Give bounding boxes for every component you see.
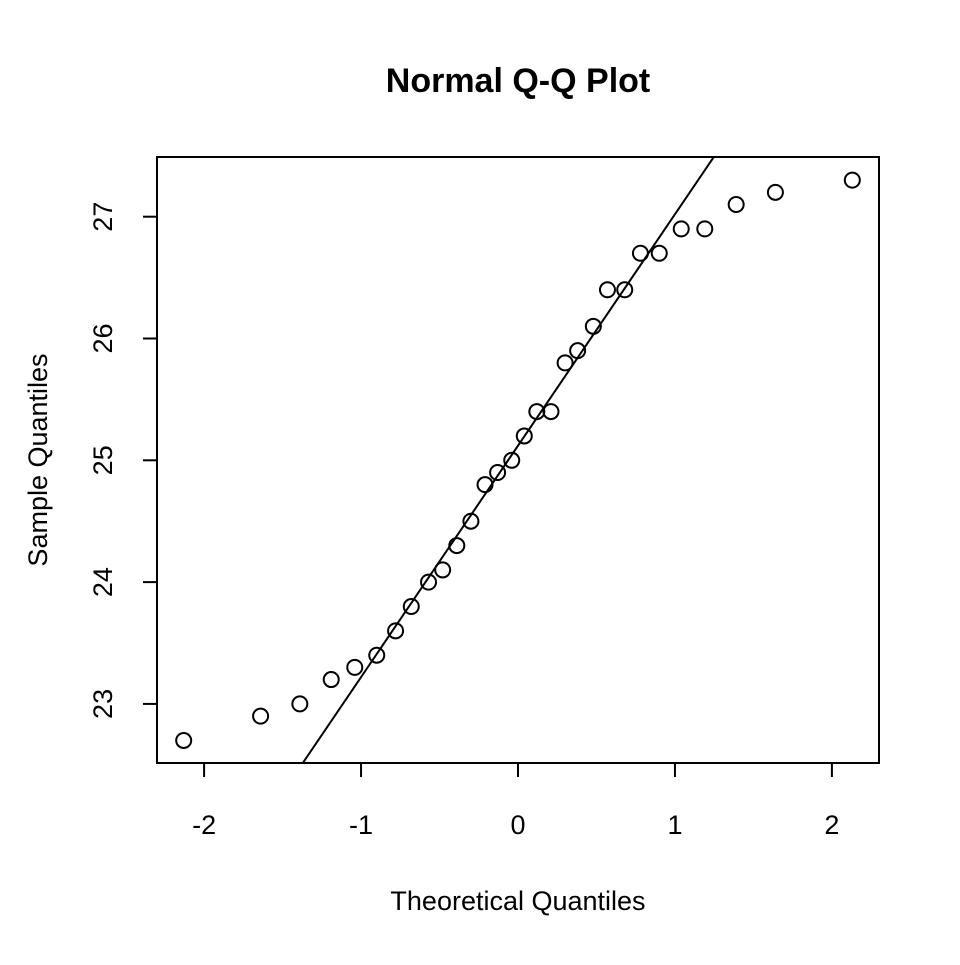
point (616, 281, 634, 299)
point (650, 244, 668, 262)
x-tick-label: 2 (824, 810, 839, 840)
point (631, 244, 649, 262)
point (448, 537, 466, 555)
point (175, 731, 193, 749)
x-tick-label: -1 (349, 810, 373, 840)
y-tick-label: 27 (88, 202, 118, 232)
point (420, 573, 438, 591)
point (542, 403, 560, 421)
point (346, 658, 364, 676)
x-tick-label: 0 (510, 810, 525, 840)
plot-area (301, 157, 715, 763)
y-axis-label: Sample Quantiles (23, 353, 53, 566)
point (584, 317, 602, 335)
point (476, 476, 494, 494)
plot-frame (156, 156, 880, 764)
x-axis-label: Theoretical Quantiles (390, 886, 645, 916)
y-tick-label: 26 (88, 323, 118, 353)
point (434, 561, 452, 579)
point (402, 597, 420, 615)
point (569, 342, 587, 360)
point (503, 451, 521, 469)
reference-line (301, 157, 715, 763)
point (843, 171, 861, 189)
point (556, 354, 574, 372)
point (489, 463, 507, 481)
point (696, 220, 714, 238)
point (322, 671, 340, 689)
point (515, 427, 533, 445)
point (368, 646, 386, 664)
point (598, 281, 616, 299)
point (291, 695, 309, 713)
chart-title: Normal Q-Q Plot (386, 62, 650, 100)
point (766, 183, 784, 201)
x-tick-label: -2 (192, 810, 216, 840)
y-tick-label: 25 (88, 445, 118, 475)
y-tick-label: 24 (88, 567, 118, 597)
point (387, 622, 405, 640)
point (672, 220, 690, 238)
x-tick-label: 1 (667, 810, 682, 840)
y-tick-label: 23 (88, 689, 118, 719)
point (727, 196, 745, 214)
point (252, 707, 270, 725)
point (462, 512, 480, 530)
